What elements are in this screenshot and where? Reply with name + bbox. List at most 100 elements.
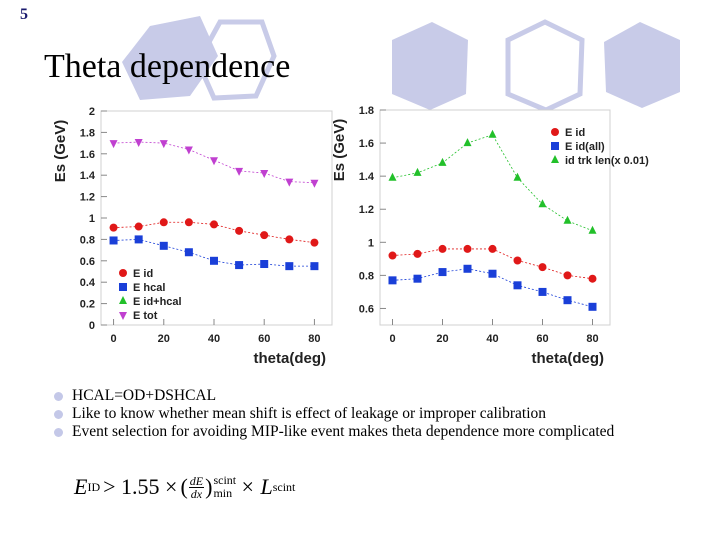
formula-lhs: E [74, 474, 88, 499]
left-data-point [285, 235, 294, 244]
left-y-tick-label: 2 [89, 106, 95, 118]
left-series-line [113, 141, 315, 184]
left-legend-marker [119, 296, 127, 304]
right-data-point [388, 276, 397, 285]
right-legend-label: E id(all) [565, 141, 605, 153]
left-data-point [310, 238, 319, 247]
left-x-tick-label: 40 [208, 333, 220, 345]
right-data-point [438, 244, 447, 253]
left-data-point [310, 179, 319, 188]
left-data-point [235, 226, 244, 235]
right-data-point [538, 263, 547, 272]
slide-number: 5 [20, 6, 28, 23]
right-legend-marker [551, 155, 559, 163]
right-data-point [388, 172, 397, 181]
left-data-point [159, 241, 168, 250]
bullet-item: HCAL=OD+DSHCAL [54, 387, 658, 405]
left-x-tick-label: 0 [110, 333, 116, 345]
formula-lhs-sub: ID [87, 479, 101, 494]
left-series-line [113, 238, 315, 267]
formula-sup: scint [213, 473, 237, 487]
right-x-axis-label: theta(deg) [532, 350, 605, 367]
right-data-point [488, 244, 497, 253]
page-title: Theta dependence [44, 48, 291, 85]
left-data-point [209, 256, 218, 265]
left-y-tick-label: 0.4 [80, 277, 96, 289]
left-data-point [209, 220, 218, 229]
left-legend-marker [119, 283, 127, 291]
right-x-tick-label: 20 [436, 333, 448, 345]
right-data-point [513, 281, 522, 290]
chart-left: 0 0.2 0.4 0.6 0.8 1 1.2 1.4 1.6 1.8 2 0 20 40 60 80 thet… [40, 100, 340, 372]
left-legend-label: E id+hcal [133, 296, 182, 308]
hexagon-decoration-5 [604, 22, 680, 108]
right-y-tick-label: 0.8 [359, 270, 374, 282]
bullet-dot-icon [54, 392, 63, 401]
right-data-point [538, 287, 547, 296]
left-y-tick-label: 1 [89, 213, 95, 225]
left-data-point [134, 235, 143, 244]
right-y-tick-label: 0.6 [359, 303, 374, 315]
formula-sub: min [213, 486, 233, 500]
formula-l-sub: scint [272, 479, 296, 494]
right-data-point [488, 129, 497, 138]
right-series-line [392, 134, 593, 232]
right-y-tick-label: 1.2 [359, 204, 374, 216]
left-y-tick-label: 1.4 [80, 170, 96, 182]
bullet-list: HCAL=OD+DSHCAL Like to know whether mean… [54, 387, 658, 441]
right-data-point [438, 157, 447, 166]
hexagon-decoration-1 [122, 16, 218, 100]
right-x-tick-label: 60 [536, 333, 548, 345]
right-data-point [413, 249, 422, 258]
left-data-point [184, 146, 193, 155]
left-x-tick-label: 20 [158, 333, 170, 345]
left-data-point [285, 178, 294, 187]
decorative-hexagons [122, 16, 680, 110]
bullet-dot-icon [54, 428, 63, 437]
right-data-point [563, 215, 572, 224]
left-data-point [260, 260, 269, 269]
left-legend-label: E id [133, 268, 153, 280]
bullet-text: Event selection for avoiding MIP-like ev… [72, 423, 615, 440]
right-x-tick-label: 0 [389, 333, 395, 345]
bullet-item: Like to know whether mean shift is effec… [54, 405, 658, 423]
bullet-dot-icon [54, 410, 63, 419]
formula-op: > 1.55 × [103, 474, 178, 499]
right-data-point [413, 167, 422, 176]
formula-times: × L [240, 474, 273, 499]
left-data-point [184, 218, 193, 227]
right-x-tick-label: 40 [486, 333, 498, 345]
formula-frac-den: dx [190, 486, 203, 501]
hexagon-decoration-3 [392, 22, 468, 110]
left-y-axis-label: Es (GeV) [52, 120, 69, 183]
left-data-point [159, 140, 168, 149]
right-legend-marker [551, 142, 559, 150]
left-x-axis-label: theta(deg) [254, 350, 327, 367]
left-x-tick-label: 60 [258, 333, 270, 345]
hexagon-decoration-4 [505, 19, 585, 110]
left-y-tick-label: 0.8 [80, 234, 95, 246]
chart-right: 0.6 0.8 1 1.2 1.4 1.6 1.8 0 20 40 60 80 theta(deg) Es… [320, 100, 649, 372]
right-data-point [513, 256, 522, 265]
left-y-tick-label: 0 [89, 320, 95, 332]
left-data-point [134, 139, 143, 148]
bullet-text: Like to know whether mean shift is effec… [72, 405, 547, 422]
right-data-point [463, 264, 472, 273]
right-data-point [388, 251, 397, 260]
left-data-point [260, 170, 269, 179]
chart-left-svg: 00.20.40.60.811.21.41.61.820 20 40 60 80thet… [52, 106, 333, 367]
chart-right-svg: 0.6 0.8 1 1.2 1.4 1.6 1.8 0 20 40 60 80 theta(deg) Es… [331, 105, 649, 367]
right-legend-label: E id [565, 127, 585, 139]
left-data-point [260, 231, 269, 240]
right-y-tick-label: 1.6 [359, 138, 374, 150]
left-legend-label: E hcal [133, 282, 165, 294]
left-legend-label: E tot [133, 310, 158, 322]
left-data-point [109, 236, 118, 245]
left-data-point [285, 262, 294, 271]
right-data-point [588, 225, 597, 234]
formula-frac-num: dE [188, 473, 205, 488]
right-data-point [513, 172, 522, 181]
right-x-tick-label: 80 [586, 333, 598, 345]
right-y-tick-label: 1.8 [359, 105, 374, 117]
